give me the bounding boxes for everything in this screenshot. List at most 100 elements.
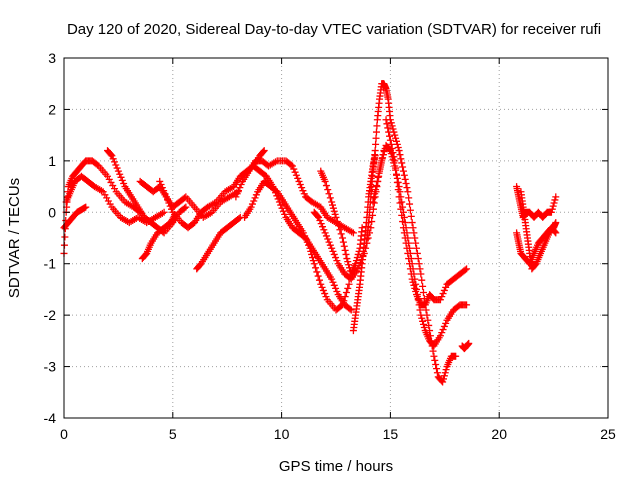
data-point	[274, 195, 282, 203]
data-point	[333, 257, 341, 265]
x-tick-label: 20	[491, 426, 507, 442]
data-point	[408, 275, 416, 283]
data-point	[344, 284, 352, 292]
data-point	[548, 205, 556, 213]
data-point	[260, 147, 268, 155]
data-point	[378, 157, 386, 165]
data-point	[371, 190, 379, 198]
data-point	[399, 167, 407, 175]
series-arc-10	[241, 177, 353, 314]
data-point	[322, 182, 330, 190]
data-point	[233, 190, 241, 198]
data-point	[313, 268, 321, 276]
data-point	[317, 220, 325, 228]
data-point	[388, 122, 396, 130]
data-point	[330, 281, 338, 289]
data-point	[164, 196, 172, 204]
data-point	[287, 161, 295, 169]
data-point	[272, 189, 280, 197]
series-arc-5	[136, 177, 242, 221]
series-arc-8	[193, 213, 244, 273]
x-tick-label: 0	[60, 426, 68, 442]
data-point	[382, 116, 390, 124]
data-point	[400, 229, 408, 237]
data-point	[237, 181, 245, 189]
data-point	[331, 210, 339, 218]
data-point	[403, 184, 411, 192]
data-point	[344, 258, 352, 266]
data-point	[551, 196, 559, 204]
data-point	[425, 321, 433, 329]
data-point	[410, 229, 418, 237]
data-point	[404, 188, 412, 196]
data-points	[60, 80, 560, 386]
data-point	[120, 179, 128, 187]
axis-ticks	[63, 57, 609, 419]
data-point	[162, 193, 170, 201]
data-point	[396, 151, 404, 159]
data-point	[404, 249, 412, 257]
data-point	[452, 352, 460, 360]
data-point	[328, 198, 336, 206]
data-point	[402, 239, 410, 247]
data-point	[377, 161, 385, 169]
y-tick-label: 1	[48, 153, 56, 169]
data-point	[416, 265, 424, 273]
data-point	[388, 145, 396, 153]
y-tick-label: -3	[44, 359, 57, 375]
data-point	[406, 200, 414, 208]
data-point	[431, 356, 439, 364]
data-point	[279, 207, 287, 215]
data-point	[420, 323, 428, 331]
data-point	[412, 239, 420, 247]
data-point	[325, 238, 333, 246]
series-arc-4	[104, 147, 190, 237]
series-arc-16	[369, 141, 471, 350]
data-point	[386, 132, 394, 140]
data-point	[372, 134, 380, 142]
data-point	[290, 165, 298, 173]
data-point	[346, 305, 354, 313]
data-point	[247, 203, 255, 211]
data-point	[372, 182, 380, 190]
data-point	[397, 205, 405, 213]
data-point	[408, 219, 416, 227]
data-point	[322, 293, 330, 301]
data-point	[439, 375, 447, 383]
x-tick-label: 10	[274, 426, 290, 442]
data-point	[329, 201, 337, 209]
data-point	[376, 165, 384, 173]
data-point	[273, 192, 281, 200]
data-point	[319, 286, 327, 294]
data-point	[441, 369, 449, 377]
data-point	[461, 266, 469, 274]
data-point	[352, 257, 360, 265]
data-point	[236, 184, 244, 192]
data-point	[322, 232, 330, 240]
data-point	[417, 311, 425, 319]
data-point	[552, 193, 560, 201]
data-point	[395, 147, 403, 155]
data-point	[413, 244, 421, 252]
data-point	[270, 186, 278, 194]
data-point	[165, 199, 173, 207]
data-point	[369, 198, 377, 206]
data-point	[439, 290, 447, 298]
data-point	[373, 177, 381, 185]
x-tick-label: 25	[600, 426, 616, 442]
data-point	[406, 265, 414, 273]
data-point	[394, 186, 402, 194]
data-point	[332, 213, 340, 221]
data-point	[433, 365, 441, 373]
data-point	[390, 153, 398, 161]
data-point	[339, 238, 347, 246]
data-point	[161, 190, 169, 198]
data-point	[347, 306, 355, 314]
data-point	[550, 199, 558, 207]
data-point	[288, 162, 296, 170]
data-point	[330, 250, 338, 258]
data-point	[259, 148, 267, 156]
data-point	[410, 281, 418, 289]
data-point	[309, 257, 317, 265]
